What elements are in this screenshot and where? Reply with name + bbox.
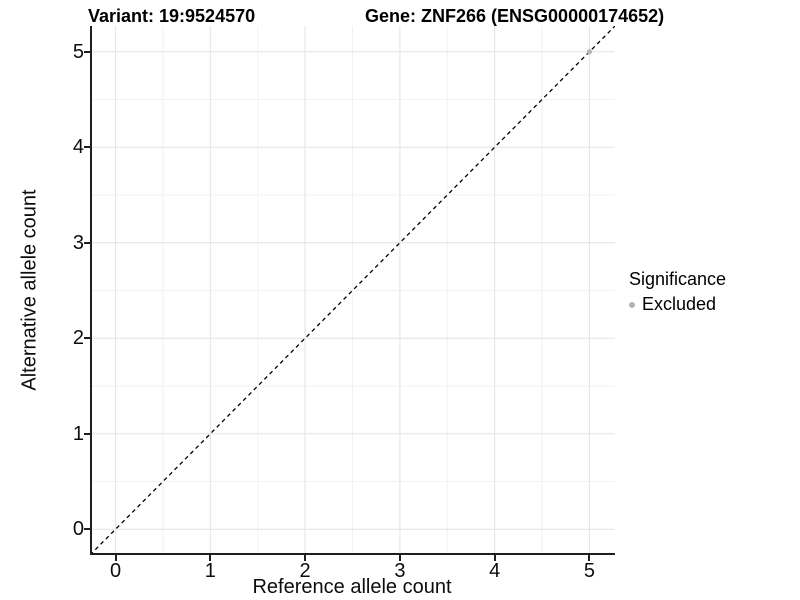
x-axis-title: Reference allele count [252, 576, 452, 598]
plot-title-variant: Variant: 19:9524570 [88, 6, 256, 26]
x-tick-label: 2 [299, 560, 311, 582]
y-tick-mark [84, 528, 90, 531]
x-tick-label: 5 [583, 560, 595, 582]
scatter-plot-canvas [90, 26, 615, 555]
excluded-point-icon [629, 301, 635, 308]
x-tick-mark [398, 555, 401, 561]
y-tick-label: 0 [72, 518, 84, 541]
y-tick-label: 3 [72, 231, 84, 254]
x-tick-label: 3 [394, 560, 406, 582]
legend-item-excluded: Excluded [629, 294, 726, 315]
x-tick-mark [304, 555, 307, 561]
plot-title-gene: Gene: ZNF266 (ENSG00000174652) [365, 6, 665, 26]
legend: Significance Excluded [629, 269, 726, 315]
x-tick-mark [114, 555, 117, 561]
y-tick-mark [84, 337, 90, 340]
y-tick-label: 5 [72, 40, 84, 63]
y-tick-mark [84, 432, 90, 435]
y-axis-title: Alternative allele count [18, 189, 41, 391]
data-point-excluded [586, 49, 593, 55]
x-tick-mark [588, 555, 591, 561]
y-tick-mark [84, 146, 90, 149]
legend-item-label: Excluded [642, 294, 717, 314]
x-tick-label: 0 [110, 560, 122, 582]
legend-title: Significance [629, 269, 727, 289]
plot-panel [90, 26, 615, 555]
y-tick-mark [84, 50, 90, 53]
x-tick-mark [209, 555, 212, 561]
x-tick-mark [493, 555, 496, 561]
y-tick-label: 2 [72, 327, 84, 350]
y-tick-mark [84, 241, 90, 244]
y-tick-label: 1 [72, 422, 84, 445]
x-tick-label: 4 [489, 560, 501, 582]
x-tick-label: 1 [204, 560, 216, 582]
y-tick-label: 4 [72, 136, 84, 159]
